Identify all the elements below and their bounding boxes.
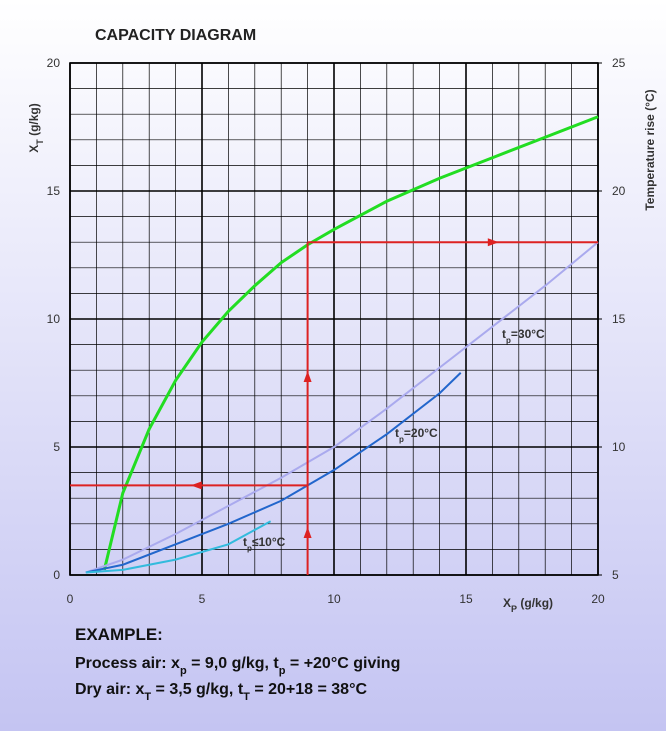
example-line-text: Dry air: xT = 3,5 g/kg, tT = 20+18 = 38°… <box>75 681 367 703</box>
series-label-part: =30°C <box>511 327 545 341</box>
series-label-part: t <box>243 535 247 549</box>
x-tick-label: 5 <box>199 592 206 606</box>
series-label-part: p <box>247 544 252 553</box>
x-tick-label: 20 <box>591 592 605 606</box>
arrow-head <box>303 371 312 382</box>
arrow-head <box>487 238 499 247</box>
y-tick-label: 0 <box>53 568 60 582</box>
series-label: tp≤10°C <box>243 535 286 553</box>
series-label: tp=20°C <box>395 426 438 444</box>
series-label-part: =20°C <box>404 426 438 440</box>
y-axis-label: XT (g/kg) <box>27 103 45 153</box>
y2-axis-label: Temperature rise (°C) <box>643 89 657 210</box>
y2-tick-label: 25 <box>612 56 626 70</box>
x-axis-label-part: P <box>511 604 517 614</box>
y-tick-label: 10 <box>47 312 61 326</box>
example-heading: EXAMPLE: <box>75 625 163 644</box>
arrow-head <box>190 481 202 490</box>
x-axis-label-part: X <box>503 596 511 610</box>
y-tick-label: 15 <box>47 184 61 198</box>
y2-tick-label: 10 <box>612 440 626 454</box>
example-line-text-part: p <box>279 665 286 677</box>
series-label-part: ≤10°C <box>252 535 286 549</box>
series-label-part: p <box>506 336 511 345</box>
arrow-head <box>303 527 312 538</box>
x-tick-label: 15 <box>459 592 473 606</box>
series-line <box>85 372 462 574</box>
x-axis-label: XP (g/kg) <box>503 596 553 614</box>
series-line <box>102 115 599 571</box>
series-label-part: p <box>399 435 404 444</box>
y-tick-label: 5 <box>53 440 60 454</box>
chart-title: CAPACITY DIAGRAM <box>95 27 256 44</box>
example-line-text: Process air: xp = 9,0 g/kg, tp = +20°C g… <box>75 655 400 677</box>
example-line-text-part: = 3,5 g/kg, t <box>151 681 244 698</box>
series-line <box>85 241 599 574</box>
x-axis-label-part: (g/kg) <box>517 596 553 610</box>
y2-tick-label: 20 <box>612 184 626 198</box>
example-line-text-part: Process air: x <box>75 655 180 672</box>
y-axis-label-part: X <box>27 145 41 153</box>
y-axis-label-part: T <box>35 139 45 145</box>
x-tick-label: 0 <box>67 592 74 606</box>
series-label-part: t <box>395 426 399 440</box>
series-label-part: t <box>502 327 506 341</box>
example-line-text-part: T <box>144 691 151 703</box>
y-axis-label-part: (g/kg) <box>27 103 41 139</box>
example-line-text-part: = 20+18 = 38°C <box>250 681 368 698</box>
example-line-text-part: = 9,0 g/kg, t <box>187 655 280 672</box>
x-tick-label: 10 <box>327 592 341 606</box>
plot-border <box>69 62 599 576</box>
y2-tick-label: 15 <box>612 312 626 326</box>
series-line <box>85 520 272 574</box>
example-line-text-part: = +20°C giving <box>285 655 400 672</box>
example-line-text-part: T <box>243 691 250 703</box>
example-line-text-part: p <box>180 665 187 677</box>
example-line-text-part: Dry air: x <box>75 681 144 698</box>
series-label: tp=30°C <box>502 327 545 345</box>
y-tick-label: 20 <box>47 56 61 70</box>
y2-tick-label: 5 <box>612 568 619 582</box>
